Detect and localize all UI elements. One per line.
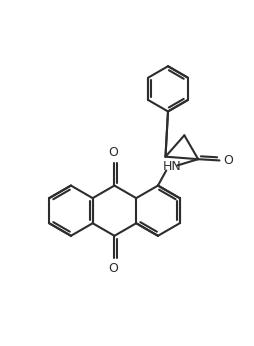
Text: HN: HN: [162, 160, 181, 173]
Text: O: O: [223, 154, 233, 167]
Text: O: O: [108, 146, 118, 159]
Text: O: O: [108, 262, 118, 275]
